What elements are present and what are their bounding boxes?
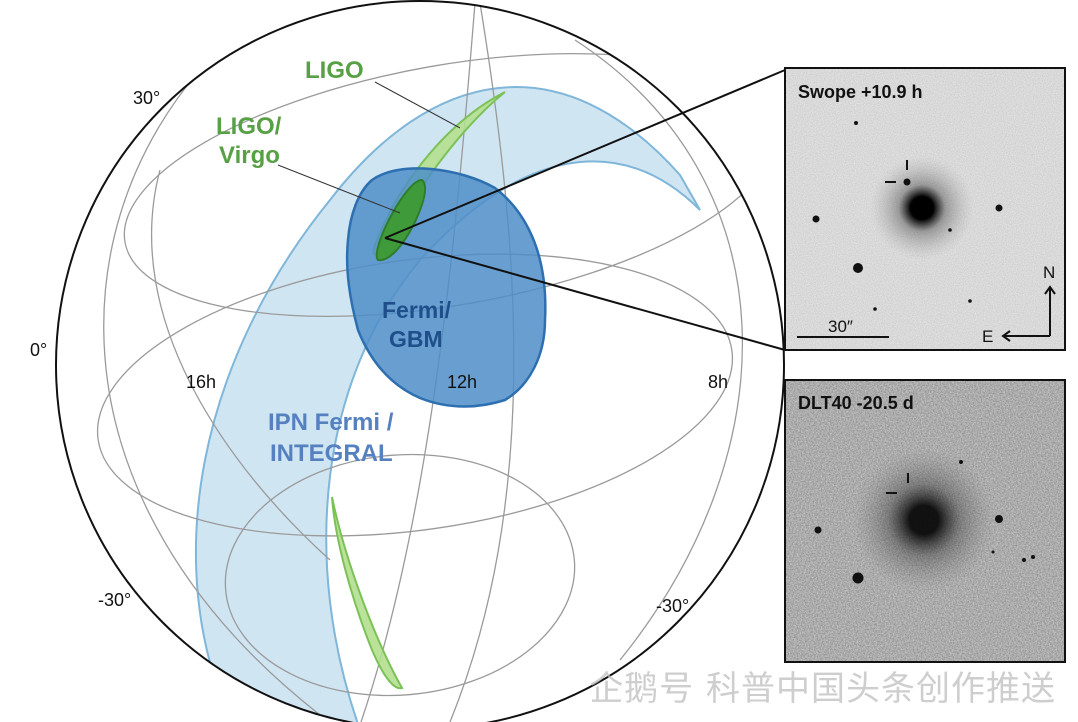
transient-source bbox=[903, 178, 911, 186]
scale-bar-label: 30″ bbox=[828, 317, 853, 336]
grid-line-arc-left bbox=[150, 169, 331, 561]
field-stars-dlt40 bbox=[814, 460, 1035, 584]
host-galaxy bbox=[870, 156, 974, 260]
ligo-pointer bbox=[374, 81, 461, 129]
dec-label-minus30-right: -30° bbox=[656, 596, 689, 616]
compass-east: E bbox=[982, 327, 993, 346]
ipn-label-line1: IPN Fermi / bbox=[268, 409, 394, 436]
dec-label-minus30-left: -30° bbox=[98, 590, 131, 610]
ra-label-16h: 16h bbox=[186, 372, 216, 392]
watermark: 企鹅号 科普中国头条创作推送 bbox=[589, 669, 1056, 709]
fermi-label-line2: GBM bbox=[389, 326, 443, 352]
sky-map: LIGO LIGO/ Virgo Fermi/ GBM IPN Fermi / … bbox=[30, 0, 786, 722]
ligo-label: LIGO bbox=[305, 57, 364, 84]
swope-panel: Swope +10.9 h 30″ N E bbox=[784, 67, 1066, 351]
ra-label-12h: 12h bbox=[447, 372, 477, 392]
sphere-outline bbox=[55, 0, 785, 722]
dlt40-panel: DLT40 -20.5 d bbox=[784, 379, 1066, 663]
field-stars bbox=[812, 121, 1003, 311]
dlt40-title: DLT40 -20.5 d bbox=[798, 393, 914, 413]
grid-line-ra-right bbox=[574, 39, 743, 661]
ligo-virgo-pointer bbox=[277, 164, 401, 214]
ligo-virgo-label-line1: LIGO/ bbox=[216, 113, 282, 140]
grid-labels: 30° 0° -30° -30° 16h 12h 8h bbox=[30, 88, 728, 616]
ligo-region-south bbox=[331, 496, 404, 690]
zoom-line-bottom bbox=[384, 237, 786, 351]
zoom-lines bbox=[384, 69, 786, 351]
grid-line-dec-minus30 bbox=[224, 453, 576, 697]
host-galaxy-dlt40 bbox=[852, 448, 996, 592]
compass-north: N bbox=[1043, 263, 1055, 282]
fermi-label-line1: Fermi/ bbox=[382, 297, 452, 323]
swope-title: Swope +10.9 h bbox=[798, 82, 923, 102]
ra-label-8h: 8h bbox=[708, 372, 728, 392]
ligo-virgo-label-line2: Virgo bbox=[219, 142, 280, 169]
zoom-line-top bbox=[384, 69, 786, 239]
dec-label-30: 30° bbox=[133, 88, 160, 108]
pointer-lines bbox=[277, 81, 461, 214]
ipn-label-line2: INTEGRAL bbox=[270, 440, 393, 467]
compass bbox=[1001, 285, 1056, 342]
dec-label-0: 0° bbox=[30, 340, 47, 360]
